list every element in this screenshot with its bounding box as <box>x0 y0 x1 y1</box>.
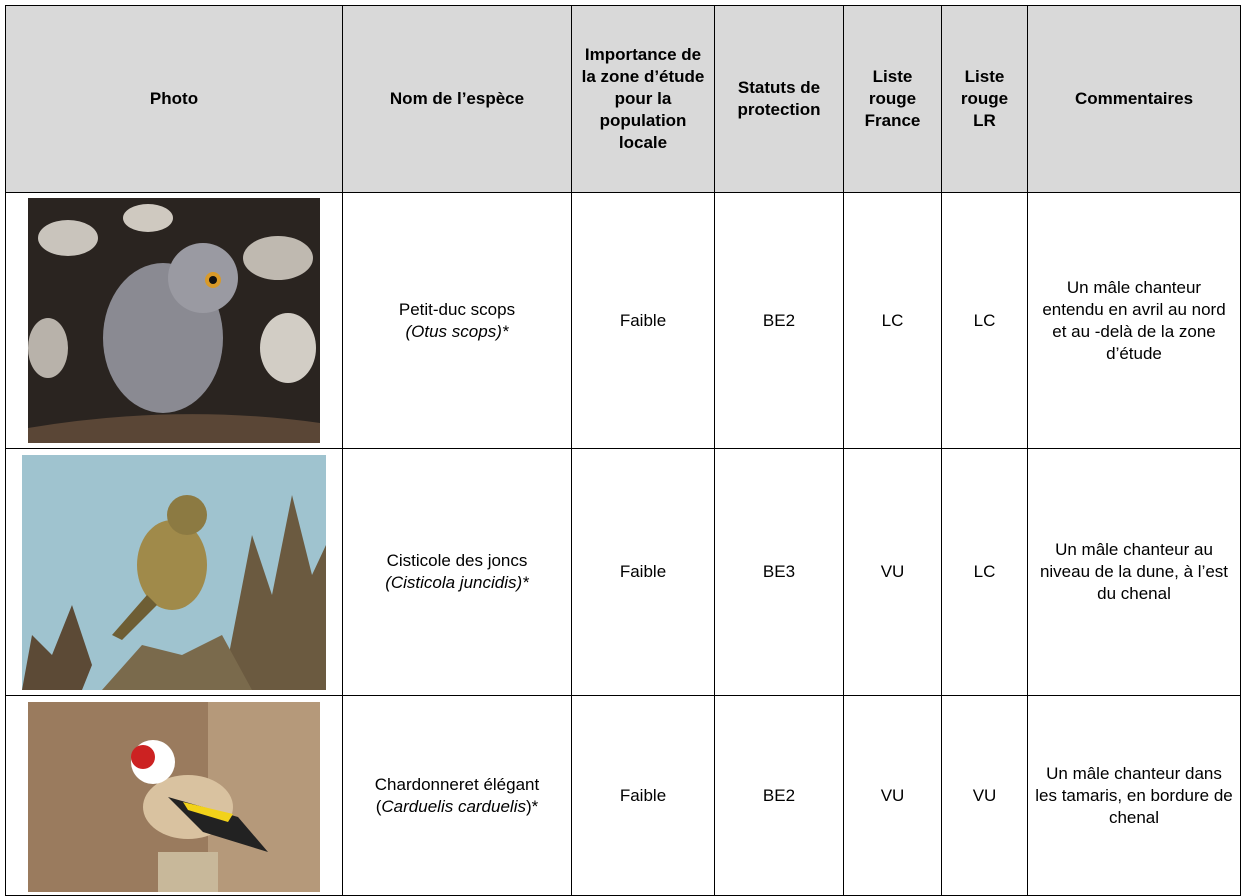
latin-name: Carduelis carduelis <box>381 796 526 816</box>
common-name: Chardonneret élégant ( <box>374 774 540 816</box>
photo-cell <box>5 448 343 696</box>
species-name: Petit-duc scops (Otus scops)* <box>342 192 572 449</box>
header-cell: Commentaires <box>1027 5 1241 193</box>
red-list-region: VU <box>941 695 1028 896</box>
comment: Un mâle chanteur dans les tamaris, en bo… <box>1027 695 1241 896</box>
row: Chardonneret élégant (Carduelis cardueli… <box>5 695 1241 896</box>
species-name: Cisticole des joncs (Cisticola juncidis)* <box>342 448 572 696</box>
header-cell: Statuts de protection <box>714 5 844 193</box>
red-list-region: LC <box>941 448 1028 696</box>
red-list-france: VU <box>843 695 942 896</box>
goldfinch-photo <box>28 702 320 892</box>
header-cell: Nom de l’espèce <box>342 5 572 193</box>
species-table: Photo Nom de l’espèce Importance de la z… <box>5 5 1241 896</box>
importance: Faible <box>571 695 715 896</box>
header-cell: Importance de la zone d’étude pour la po… <box>571 5 715 193</box>
red-list-france: LC <box>843 192 942 449</box>
row: Petit-duc scops (Otus scops)* Faible BE2 … <box>5 192 1241 449</box>
protection: BE3 <box>714 448 844 696</box>
name-suffix: )* <box>525 796 539 816</box>
cisticola-photo <box>22 454 326 690</box>
red-list-france: VU <box>843 448 942 696</box>
latin-name: (Cisticola juncidis)* <box>385 573 529 592</box>
photo-cell <box>5 695 343 896</box>
latin-name: (Otus scops)* <box>405 321 509 341</box>
common-name: Cisticole des joncs <box>386 551 528 570</box>
species-name: Chardonneret élégant (Carduelis cardueli… <box>342 695 572 896</box>
owl-photo <box>28 198 320 443</box>
row: Cisticole des joncs (Cisticola juncidis)*… <box>5 448 1241 696</box>
comment: Un mâle chanteur au niveau de la dune, à… <box>1027 448 1241 696</box>
protection: BE2 <box>714 192 844 449</box>
common-name: Petit-duc scops <box>398 299 516 319</box>
importance: Faible <box>571 192 715 449</box>
photo-cell <box>5 192 343 449</box>
header-cell: Liste rouge LR <box>941 5 1028 193</box>
comment: Un mâle chanteur entendu en avril au nor… <box>1027 192 1241 449</box>
header-row: Photo Nom de l’espèce Importance de la z… <box>5 5 1241 193</box>
header-cell: Photo <box>5 5 343 193</box>
importance: Faible <box>571 448 715 696</box>
header-cell: Liste rouge France <box>843 5 942 193</box>
protection: BE2 <box>714 695 844 896</box>
red-list-region: LC <box>941 192 1028 449</box>
